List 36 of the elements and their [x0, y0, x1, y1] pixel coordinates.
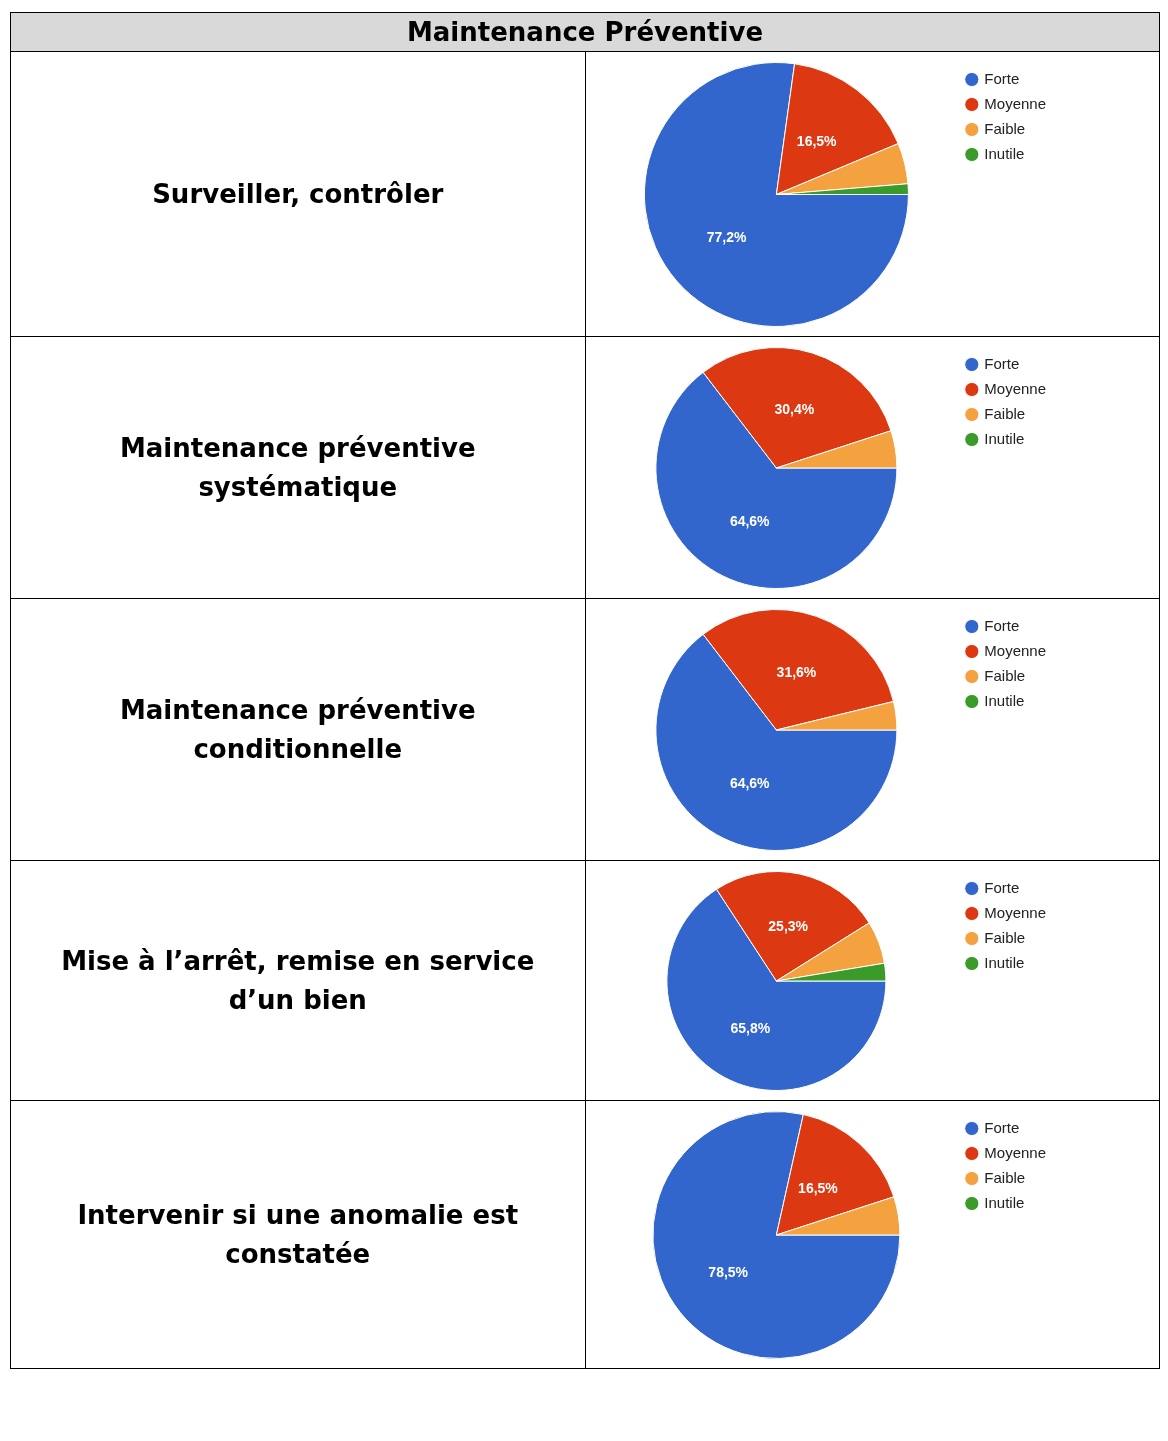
legend-label: Moyenne [983, 641, 1046, 659]
legend-label: Forte [983, 69, 1019, 87]
data-label: 78,5% [707, 1264, 749, 1281]
legend-label: Inutile [983, 144, 1024, 162]
data-label: 31,6% [776, 664, 817, 681]
data-label: 64,6% [729, 512, 770, 529]
legend-label: Faible [983, 119, 1025, 137]
legend-label: Moyenne [983, 94, 1046, 112]
legend-label: Inutile [983, 953, 1024, 971]
data-label: 65,8% [729, 1020, 771, 1036]
legend-label: Inutile [983, 429, 1024, 447]
data-label: 16,5% [796, 133, 837, 150]
legend-label: Faible [983, 666, 1025, 684]
legend-label: Moyenne [983, 379, 1046, 397]
legend-label: Faible [983, 1168, 1025, 1186]
legend-label: Forte [983, 616, 1019, 634]
legend-label: Moyenne [983, 903, 1046, 921]
text: Maintenance Préventive [10, 12, 1160, 52]
text: Surveiller, contrôler [10, 51, 585, 337]
legend-label: Moyenne [983, 1143, 1046, 1161]
data-label: 16,5% [797, 1180, 838, 1197]
text: Intervenir si une anomalie est constatée [10, 1100, 585, 1369]
text: Maintenance préventive conditionnelle [10, 598, 585, 861]
legend-label: Inutile [983, 1193, 1024, 1211]
legend-label: Faible [983, 404, 1025, 422]
data-label: 30,4% [773, 401, 815, 418]
legend-label: Faible [983, 928, 1025, 946]
legend-label: Forte [983, 1118, 1019, 1136]
legend-label: Forte [983, 878, 1019, 896]
data-label: 77,2% [706, 228, 747, 245]
legend-label: Inutile [983, 691, 1024, 709]
text: Mise à l’arrêt, remise en service d’un bien [10, 860, 585, 1101]
legend-label: Forte [983, 354, 1019, 372]
data-label: 25,3% [767, 918, 809, 935]
data-label: 64,6% [729, 774, 770, 791]
text: Maintenance préventive systématique [10, 336, 585, 599]
